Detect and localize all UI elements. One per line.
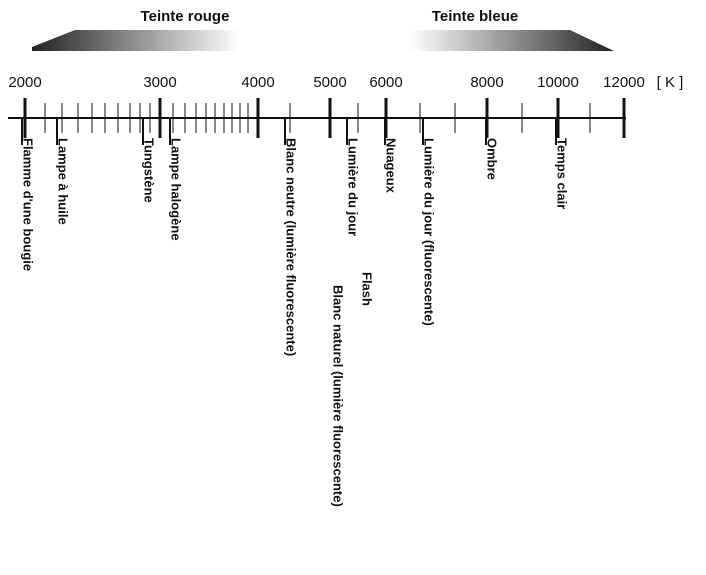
marker-label: Lampe à huile [56,138,71,225]
marker-label: Ombre [485,138,500,180]
tick-label: 4000 [241,74,274,91]
tick-label: 10000 [537,74,579,91]
tick-label: 2000 [8,74,41,91]
arrow-label: Teinte rouge [141,8,230,25]
marker-label: Lumière du jour (fluorescente) [422,138,437,326]
arrow-blue [410,30,614,51]
arrow-label: Teinte bleue [432,8,518,25]
arrow-red [32,30,240,51]
tick-label: 8000 [470,74,503,91]
unit: [ K ] [657,74,684,91]
marker-label: Blanc neutre (lumière fluorescente) [284,138,299,356]
tick-label: 3000 [143,74,176,91]
tick-label: 6000 [369,74,402,91]
tick-label: 12000 [603,74,645,91]
marker-label: Temps clair [555,138,570,209]
marker-label: Flash [360,272,375,306]
marker-label: Lampe halogène [169,138,184,241]
marker-label: Blanc naturel (lumière fluorescente) [331,285,346,507]
tick-label: 5000 [313,74,346,91]
marker-label: Tungstène [142,138,157,203]
marker-label: Flamme d'une bougie [21,138,36,271]
marker-label: Nuageux [384,138,399,194]
marker-label: Lumière du jour [346,138,361,236]
